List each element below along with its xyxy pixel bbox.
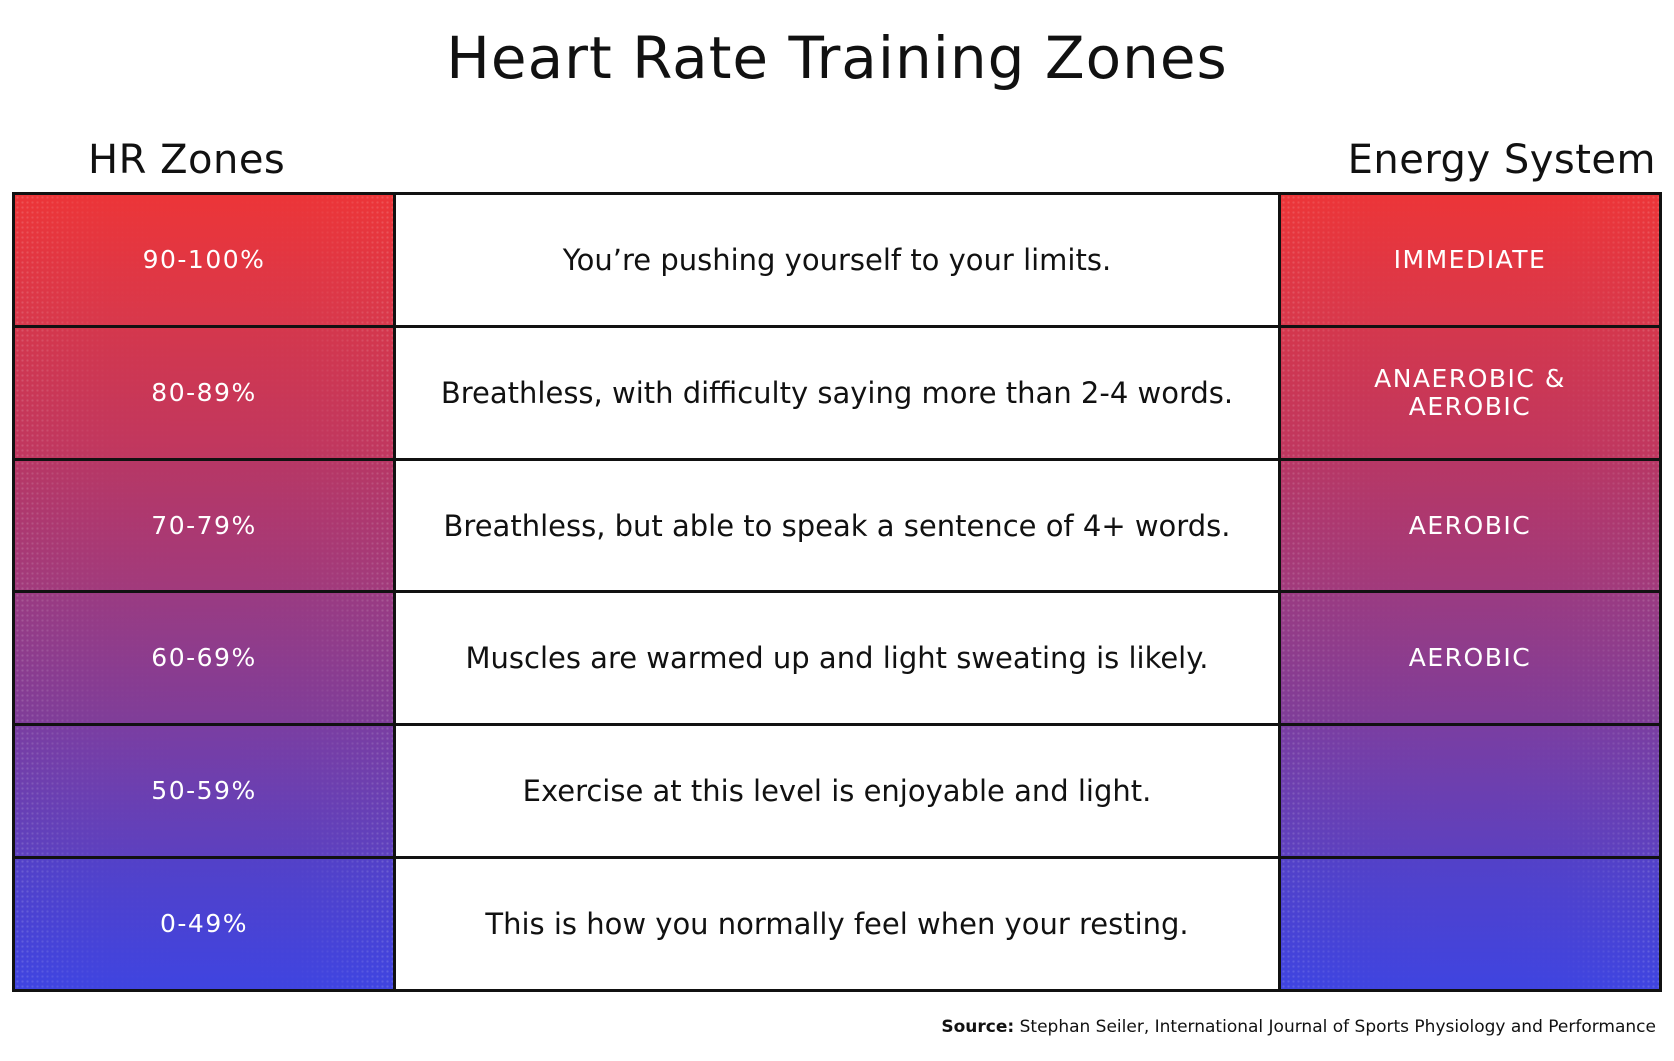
zone-cell: 50-59% — [15, 726, 393, 857]
energy-cell — [1281, 859, 1659, 989]
zone-cell: 60-69% — [15, 593, 393, 724]
zone-label: 60-69% — [151, 643, 257, 673]
energy-cell: IMMEDIATE — [1281, 195, 1659, 325]
page-title: Heart Rate Training Zones — [446, 24, 1228, 92]
source-note: Source: Stephan Seiler, International Jo… — [941, 1016, 1656, 1038]
energy-system-label: ANAEROBIC & AEROBIC — [1374, 363, 1566, 421]
zone-label: 70-79% — [151, 510, 257, 540]
zone-description: Breathless, with difficulty saying more … — [440, 375, 1234, 410]
zone-cell: 80-89% — [15, 327, 393, 458]
source-label: Source: — [941, 1017, 1015, 1037]
energy-system-header: Energy System — [1347, 137, 1656, 183]
zone-cell: 70-79% — [15, 460, 393, 591]
energy-cell: ANAEROBIC & AEROBIC — [1281, 327, 1659, 458]
zone-label: 80-89% — [151, 377, 257, 407]
zones-table: 90-100% You’re pushing yourself to your … — [12, 192, 1662, 992]
description-cell: Breathless, but able to speak a sentence… — [396, 460, 1278, 591]
energy-system-label: AEROBIC — [1408, 643, 1532, 673]
zone-description: You’re pushing yourself to your limits. — [562, 242, 1112, 277]
zone-description: Muscles are warmed up and light sweating… — [465, 641, 1209, 676]
zone-description: Breathless, but able to speak a sentence… — [443, 508, 1231, 543]
energy-cell: AEROBIC — [1281, 593, 1659, 724]
zone-description: Exercise at this level is enjoyable and … — [522, 774, 1152, 809]
description-cell: You’re pushing yourself to your limits. — [396, 195, 1278, 325]
source-text: Stephan Seiler, International Journal of… — [1019, 1017, 1656, 1037]
energy-cell: AEROBIC — [1281, 460, 1659, 591]
description-cell: Muscles are warmed up and light sweating… — [396, 593, 1278, 724]
zone-label: 50-59% — [151, 776, 257, 806]
hr-zones-header: HR Zones — [88, 137, 286, 183]
zone-label: 0-49% — [160, 909, 248, 939]
description-cell: Breathless, with difficulty saying more … — [396, 327, 1278, 458]
zone-description: This is how you normally feel when your … — [485, 907, 1189, 942]
zone-cell: 90-100% — [15, 195, 393, 325]
energy-system-label: AEROBIC — [1408, 510, 1532, 540]
description-cell: This is how you normally feel when your … — [396, 859, 1278, 989]
energy-cell — [1281, 726, 1659, 857]
energy-system-label: IMMEDIATE — [1393, 244, 1547, 274]
description-cell: Exercise at this level is enjoyable and … — [396, 726, 1278, 857]
zone-label: 90-100% — [142, 244, 266, 274]
zone-cell: 0-49% — [15, 859, 393, 989]
